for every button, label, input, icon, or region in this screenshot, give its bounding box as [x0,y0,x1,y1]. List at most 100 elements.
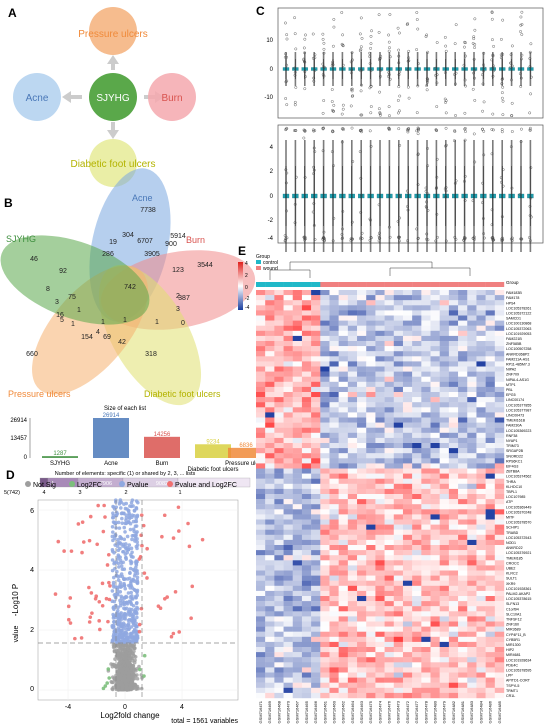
heatmap-cell [283,565,293,571]
heatmap-cell [338,565,349,571]
heatmap-cell [274,300,284,306]
heatmap-cell [412,514,422,520]
heatmap-cell [412,437,422,444]
heatmap-cell [265,392,275,398]
heatmap-cell [476,392,486,398]
heatmap-cell [366,453,376,459]
heatmap-cell [393,386,404,393]
heatmap-cell [265,499,275,505]
heatmap-cell [357,366,367,372]
heatmap-cell [412,351,422,357]
heatmap-cell [402,570,413,576]
heatmap-cell [458,453,468,459]
heatmap-cell [292,458,303,464]
heatmap-cell [384,555,394,561]
heatmap-cell [292,524,303,530]
heatmap-cell [256,361,266,367]
heatmap-cell [256,335,266,342]
heatmap-cell [393,356,404,362]
heatmap-cell [494,376,505,382]
gene-label: LOC101928361 [506,587,531,591]
heatmap-cell [375,488,385,495]
heatmap-cell [412,636,422,643]
heatmap-cell [476,335,486,342]
heatmap-cell [256,478,266,484]
heatmap-cell [485,667,496,673]
heatmap-cell [311,310,321,316]
heatmap-cell [329,687,339,694]
heatmap-cell [430,682,440,688]
heatmap-cell [347,580,358,586]
heatmap-cell [448,488,459,495]
heatmap-cell [467,687,477,694]
heatmap-cell [384,545,394,551]
heatmap-cell [458,488,468,495]
heatmap-cell [329,341,339,347]
heatmap-cell [320,478,330,484]
heatmap-cell [421,422,431,428]
heatmap-cell [329,361,339,367]
heatmap-cell [366,366,376,372]
heatmap-cell [347,539,358,546]
heatmap-cell [430,631,440,637]
heatmap-cell [375,580,385,586]
heatmap-cell [384,432,394,439]
heatmap-cell [439,422,450,428]
heatmap-cell [375,631,385,637]
heatmap-cell [439,300,450,306]
heatmap-cell [430,504,440,510]
heatmap-cell [402,478,413,484]
heatmap-cell [402,397,413,403]
heatmap-cell [458,534,468,541]
scale-tick: 4 [245,261,248,267]
heatmap-cell [274,361,284,367]
heatmap-cell [458,443,468,449]
gene-label: RNF38 [506,434,517,438]
heatmap-cell [320,626,330,632]
heatmap-cell [366,636,376,643]
heatmap-cell [292,437,303,444]
heatmap-cell [265,631,275,637]
heatmap-cell [476,519,486,525]
heatmap-cell [283,483,293,490]
heatmap-cell [384,392,394,398]
heatmap-cell [439,483,450,490]
heatmap-cell [476,315,486,321]
heatmap-cell [393,672,404,678]
heatmap-cell [412,641,422,648]
heatmap-cell [311,356,321,362]
heatmap-cell [402,453,413,459]
gene-label: SLC10A1 [506,612,521,616]
heatmap-cell [439,473,450,479]
heatmap-cell [467,509,477,515]
heatmap-cell [384,376,394,382]
heatmap-cell [366,606,376,612]
heatmap-cell [467,611,477,617]
heatmap-cell [476,550,486,556]
heatmap-cell [393,616,404,622]
legend-swatch [69,481,75,487]
heatmap-cell [458,473,468,479]
heatmap-cell [265,616,275,622]
heatmap-cell [458,499,468,505]
heatmap-cell [292,427,303,433]
heatmap-cell [402,417,413,423]
heatmap-cell [283,453,293,459]
heatmap-cell [347,300,358,306]
heatmap-cell [320,300,330,306]
heatmap-cell [338,641,349,648]
heatmap-cell [283,657,293,663]
sample-label: GSM716460 [331,700,336,723]
heatmap-cell [485,335,496,342]
heatmap-cell [476,437,486,444]
heatmap-cell [402,672,413,678]
heatmap-cell [301,315,312,321]
heatmap-cell [393,667,404,673]
heatmap-cell [448,468,459,474]
heatmap-cell [338,606,349,612]
heatmap-cell [338,682,349,688]
heatmap-cell [375,392,385,398]
heatmap-cell [439,386,450,393]
heatmap-cell [292,504,303,510]
heatmap-cell [393,539,404,546]
